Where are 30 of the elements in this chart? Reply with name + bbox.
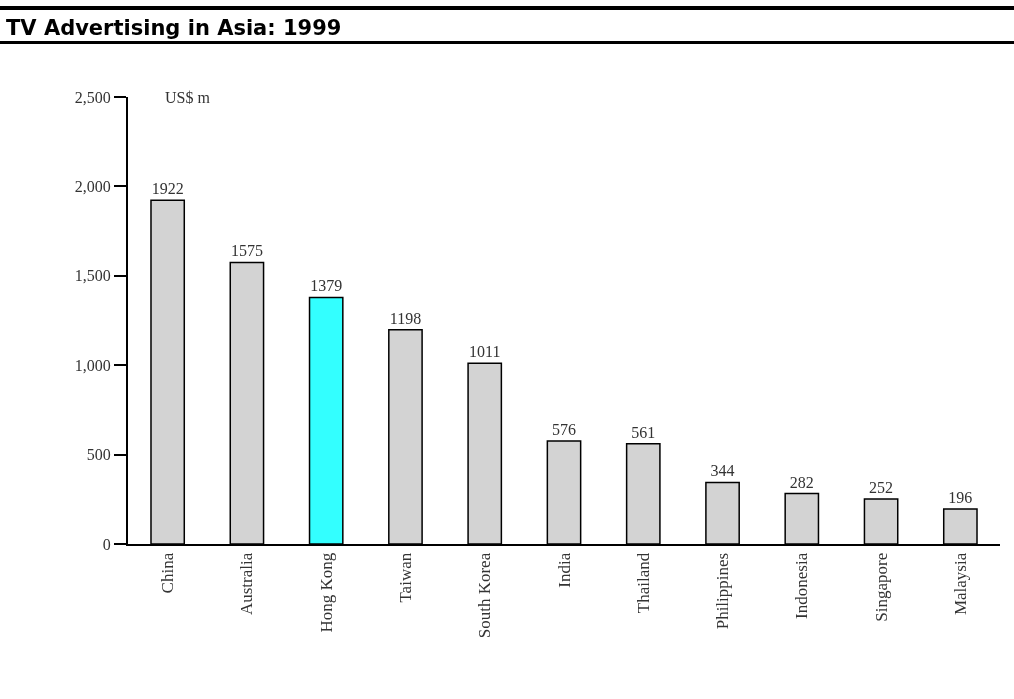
y-tick-label: 2,500 bbox=[74, 88, 111, 106]
data-label: 344 bbox=[710, 462, 735, 480]
data-label: 196 bbox=[948, 488, 973, 506]
y-tick-label: 1,500 bbox=[74, 267, 111, 285]
x-tick-label: Taiwan bbox=[395, 552, 415, 603]
chart-title: TV Advertising in Asia: 1999 bbox=[6, 16, 342, 40]
x-tick-label: Australia bbox=[237, 552, 257, 616]
data-label: 561 bbox=[631, 423, 656, 441]
x-tick-label: Indonesia bbox=[792, 552, 812, 619]
x-tick-label: China bbox=[158, 552, 178, 594]
data-label: 1922 bbox=[151, 180, 184, 198]
data-label: 1379 bbox=[310, 277, 343, 295]
data-label: 1011 bbox=[469, 343, 501, 361]
x-tick-label: Malaysia bbox=[950, 552, 970, 616]
x-tick-label: Thailand bbox=[633, 552, 653, 614]
y-axis-title: US$ m bbox=[165, 89, 211, 106]
x-tick-label: Hong Kong bbox=[316, 552, 336, 633]
data-label: 1198 bbox=[389, 309, 422, 327]
data-label: 576 bbox=[552, 421, 576, 439]
x-tick-label: Philippines bbox=[713, 552, 733, 630]
y-tick-label: 2,000 bbox=[74, 178, 111, 195]
x-tick-label: Singapore bbox=[871, 552, 891, 622]
data-label: 1575 bbox=[230, 242, 263, 260]
x-tick-label: India bbox=[554, 552, 574, 588]
x-tick-label: South Korea bbox=[475, 552, 495, 639]
y-tick-label: 0 bbox=[102, 535, 111, 553]
y-tick-label: 1,000 bbox=[74, 356, 111, 374]
y-tick-label: 500 bbox=[86, 446, 111, 464]
data-label: 252 bbox=[869, 478, 894, 496]
data-label: 282 bbox=[789, 473, 814, 491]
